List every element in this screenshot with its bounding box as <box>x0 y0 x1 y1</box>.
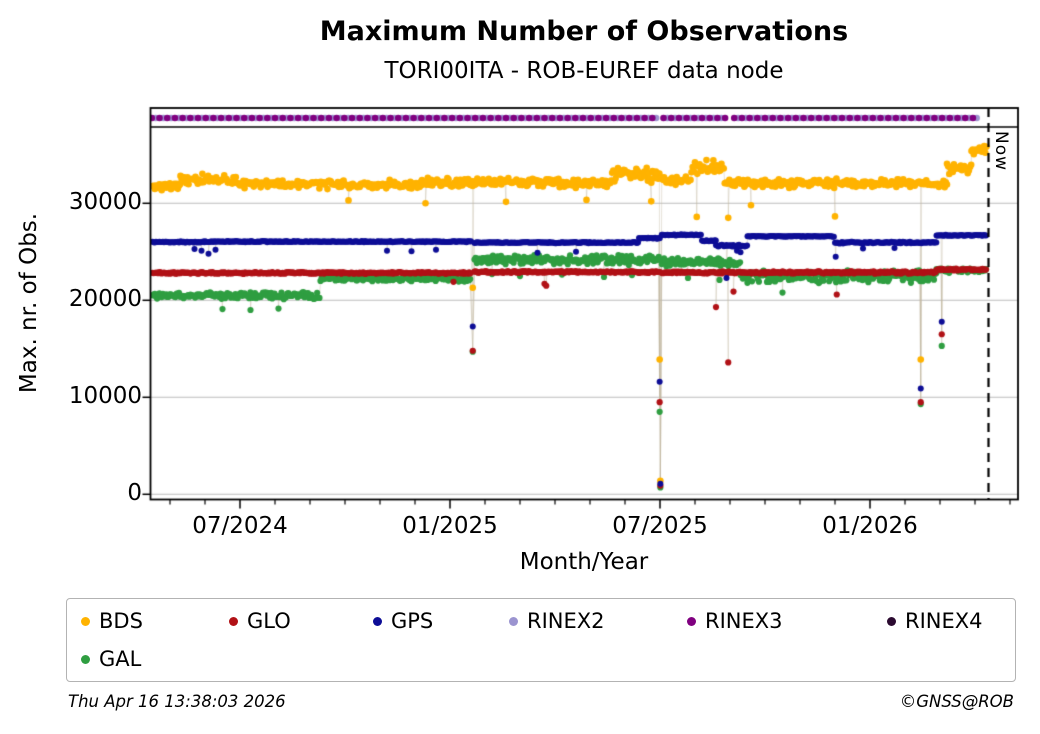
footer-timestamp: Thu Apr 16 13:38:03 2026 <box>68 692 286 711</box>
legend-item-rinex4: RINEX4 <box>887 608 983 634</box>
bds-marker-icon <box>81 616 90 626</box>
x-tick-label: 07/2024 <box>192 513 288 539</box>
x-tick-label: 07/2025 <box>612 513 708 539</box>
footer-credit: ©GNSS@ROB <box>899 692 1014 711</box>
legend-label: RINEX4 <box>905 609 983 633</box>
x-tick-label: 01/2025 <box>402 513 498 539</box>
page-title: Maximum Number of Observations <box>319 16 849 47</box>
rinex2-marker-icon <box>509 616 518 626</box>
legend-item-rinex2: RINEX2 <box>509 608 605 634</box>
page-subtitle: TORI00ITA - ROB-EUREF data node <box>384 58 784 84</box>
legend-label: BDS <box>99 609 143 633</box>
legend-item-glo: GLO <box>229 608 291 634</box>
y-tick-label: 30000 <box>68 189 142 216</box>
y-tick-label: 10000 <box>68 383 142 410</box>
legend: BDS GLO GPS RINEX2 RINEX3 RINEX4 GAL <box>66 598 1016 682</box>
legend-item-gps: GPS <box>373 608 433 634</box>
legend-item-rinex3: RINEX3 <box>687 608 783 634</box>
legend-label: GPS <box>391 609 434 633</box>
y-tick-label: 20000 <box>68 286 142 313</box>
gal-marker-icon <box>81 654 90 664</box>
legend-label: GLO <box>247 609 291 633</box>
gps-marker-icon <box>373 616 382 626</box>
legend-label: GAL <box>99 647 142 671</box>
now-line-label: Now <box>991 131 1011 172</box>
glo-marker-icon <box>229 616 238 626</box>
legend-label: RINEX2 <box>527 609 605 633</box>
legend-item-gal: GAL <box>81 646 141 672</box>
legend-label: RINEX3 <box>705 609 783 633</box>
y-tick-label: 0 <box>127 480 142 507</box>
x-axis-label: Month/Year <box>519 549 649 575</box>
rinex3-marker-icon <box>687 616 696 626</box>
rinex4-marker-icon <box>887 616 896 626</box>
x-tick-label: 01/2026 <box>822 513 918 539</box>
legend-item-bds: BDS <box>81 608 143 634</box>
